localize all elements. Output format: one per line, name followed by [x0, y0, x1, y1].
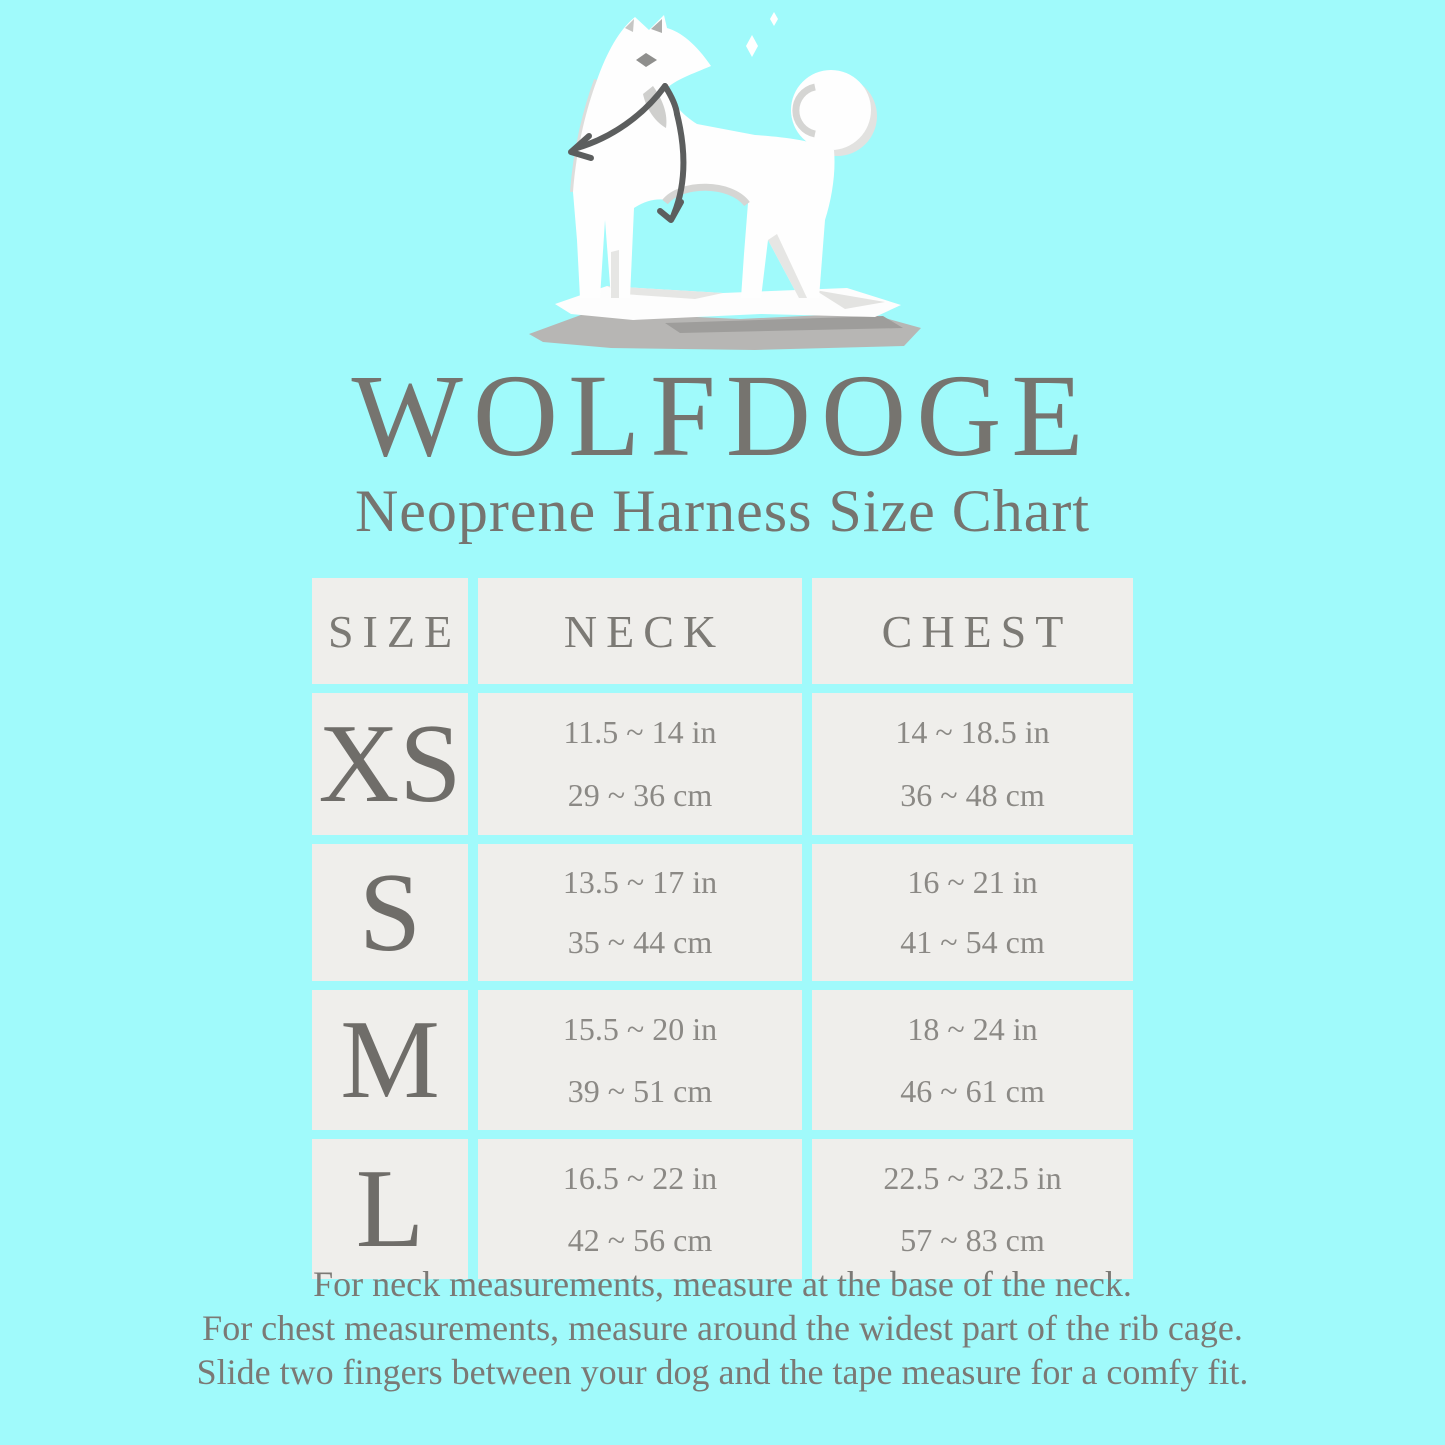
neck-inches: 16.5 ~ 22 in — [562, 1159, 718, 1196]
chest-values-xs: 14 ~ 18.5 in 36 ~ 48 cm — [812, 693, 1133, 835]
dog-tail — [791, 70, 877, 156]
neck-inches: 11.5 ~ 14 in — [563, 714, 717, 750]
column-header-chest: CHEST — [812, 578, 1133, 684]
measuring-instructions: For neck measurements, measure at the ba… — [0, 1262, 1445, 1394]
chest-values-l: 22.5 ~ 32.5 in 57 ~ 83 cm — [812, 1139, 1133, 1279]
size-label-m: M — [312, 990, 468, 1130]
ear-icon — [651, 19, 662, 33]
measuring-tape — [568, 83, 687, 223]
chest-centimeters: 41 ~ 54 cm — [900, 924, 1045, 961]
chest-arrowhead-icon — [657, 199, 684, 223]
neck-inches: 15.5 ~ 20 in — [562, 1010, 718, 1047]
chest-centimeters: 57 ~ 83 cm — [900, 1221, 1045, 1258]
dog-svg — [529, 12, 921, 350]
neck-centimeters: 29 ~ 36 cm — [567, 777, 713, 813]
size-label-xs: XS — [312, 693, 468, 835]
size-table: SIZE NECK CHEST XS 11.5 ~ 14 in 29 ~ 36 … — [312, 578, 1133, 1279]
column-header-neck: NECK — [478, 578, 802, 684]
chest-centimeters: 36 ~ 48 cm — [900, 777, 1045, 813]
sparkle-icon — [746, 12, 778, 57]
neck-centimeters: 35 ~ 44 cm — [567, 924, 713, 961]
chest-inches: 14 ~ 18.5 in — [895, 714, 1050, 750]
size-label-l: L — [312, 1139, 468, 1279]
neck-centimeters: 42 ~ 56 cm — [567, 1221, 713, 1258]
instruction-line-chest: For chest measurements, measure around t… — [202, 1308, 1243, 1348]
neck-values-m: 15.5 ~ 20 in 39 ~ 51 cm — [478, 990, 802, 1130]
chest-centimeters: 46 ~ 61 cm — [900, 1072, 1045, 1109]
chest-inches: 16 ~ 21 in — [907, 863, 1038, 900]
neck-values-l: 16.5 ~ 22 in 42 ~ 56 cm — [478, 1139, 802, 1279]
neck-arrowhead-icon — [568, 133, 594, 161]
neck-inches: 13.5 ~ 17 in — [562, 863, 718, 900]
page-title: Neoprene Harness Size Chart — [354, 478, 1091, 544]
dog-illustration — [515, 2, 935, 362]
column-header-size: SIZE — [312, 578, 468, 684]
eye-icon — [636, 53, 657, 67]
neck-values-s: 13.5 ~ 17 in 35 ~ 44 cm — [478, 844, 802, 981]
neck-centimeters: 39 ~ 51 cm — [567, 1072, 713, 1109]
ear-icon — [625, 19, 634, 32]
instruction-line-fit: Slide two fingers between your dog and t… — [196, 1352, 1249, 1392]
neck-measure-arrow — [574, 83, 668, 151]
chest-inches: 22.5 ~ 32.5 in — [883, 1159, 1062, 1196]
dog-body — [570, 15, 835, 298]
chest-values-m: 18 ~ 24 in 46 ~ 61 cm — [812, 990, 1133, 1130]
instruction-line-neck: For neck measurements, measure at the ba… — [313, 1264, 1132, 1304]
neck-values-xs: 11.5 ~ 14 in 29 ~ 36 cm — [478, 693, 802, 835]
chest-inches: 18 ~ 24 in — [907, 1010, 1038, 1047]
chest-values-s: 16 ~ 21 in 41 ~ 54 cm — [812, 844, 1133, 981]
size-label-s: S — [312, 844, 468, 981]
brand-title: WOLFDOGE — [351, 350, 1094, 481]
